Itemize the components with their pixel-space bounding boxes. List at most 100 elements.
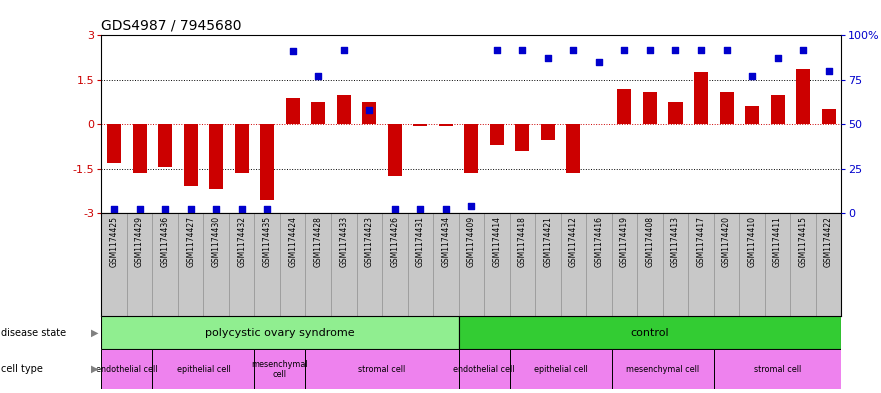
Bar	[101, 316, 459, 349]
Bar	[306, 349, 459, 389]
Text: GSM1174422: GSM1174422	[824, 216, 833, 267]
Point	[158, 206, 172, 213]
Point	[337, 46, 351, 53]
Text: cell type: cell type	[1, 364, 43, 374]
Text: GSM1174410: GSM1174410	[748, 216, 757, 267]
Text: GSM1174415: GSM1174415	[798, 216, 808, 267]
Text: mesenchymal
cell: mesenchymal cell	[252, 360, 308, 379]
Point	[566, 46, 581, 53]
Bar	[669, 102, 683, 124]
Point	[541, 55, 555, 62]
Bar	[720, 92, 734, 124]
Bar	[822, 109, 835, 124]
Point	[643, 46, 657, 53]
Bar	[618, 89, 632, 124]
Text: GSM1174424: GSM1174424	[288, 216, 297, 267]
Bar	[464, 124, 478, 173]
Point	[234, 206, 248, 213]
Text: GSM1174436: GSM1174436	[160, 216, 170, 267]
Text: mesenchymal cell: mesenchymal cell	[626, 365, 700, 374]
Bar	[459, 349, 509, 389]
Bar	[745, 107, 759, 124]
Bar	[255, 349, 306, 389]
Text: GSM1174421: GSM1174421	[544, 216, 552, 267]
Bar	[611, 349, 714, 389]
Bar	[107, 124, 121, 163]
Text: GSM1174409: GSM1174409	[467, 216, 476, 267]
Bar	[388, 124, 402, 176]
Text: GSM1174425: GSM1174425	[109, 216, 119, 267]
Bar	[714, 349, 841, 389]
Bar	[337, 95, 351, 124]
Bar	[260, 124, 274, 200]
Bar	[152, 349, 255, 389]
Text: endothelial cell: endothelial cell	[96, 365, 158, 374]
Point	[362, 107, 376, 113]
Bar	[234, 124, 248, 173]
Point	[796, 46, 811, 53]
Point	[260, 206, 274, 213]
Bar	[439, 124, 453, 126]
Point	[464, 203, 478, 209]
Text: GSM1174416: GSM1174416	[595, 216, 603, 267]
Text: GSM1174426: GSM1174426	[390, 216, 399, 267]
Point	[132, 206, 146, 213]
Text: GSM1174428: GSM1174428	[314, 216, 322, 267]
Text: GSM1174430: GSM1174430	[211, 216, 220, 267]
Text: stromal cell: stromal cell	[359, 365, 405, 374]
Text: GSM1174429: GSM1174429	[135, 216, 144, 267]
Bar	[643, 92, 657, 124]
Text: ▶: ▶	[91, 327, 99, 338]
Bar	[694, 72, 708, 124]
Text: GSM1174418: GSM1174418	[518, 216, 527, 267]
Point	[720, 46, 734, 53]
Point	[183, 206, 197, 213]
Bar	[158, 124, 172, 167]
Text: ▶: ▶	[91, 364, 99, 374]
Text: GSM1174432: GSM1174432	[237, 216, 246, 267]
Bar	[101, 349, 152, 389]
Bar	[541, 124, 555, 140]
Bar	[566, 124, 581, 173]
Bar	[311, 102, 325, 124]
Bar	[490, 124, 504, 145]
Point	[285, 48, 300, 55]
Text: GSM1174431: GSM1174431	[416, 216, 425, 267]
Text: GSM1174408: GSM1174408	[646, 216, 655, 267]
Point	[439, 206, 453, 213]
Bar	[771, 95, 785, 124]
Text: GSM1174413: GSM1174413	[671, 216, 680, 267]
Text: GSM1174420: GSM1174420	[722, 216, 731, 267]
Text: epithelial cell: epithelial cell	[534, 365, 588, 374]
Point	[515, 46, 529, 53]
Bar	[515, 124, 529, 151]
Bar	[132, 124, 146, 173]
Point	[311, 73, 325, 79]
Bar	[413, 124, 427, 126]
Text: GSM1174434: GSM1174434	[441, 216, 450, 267]
Text: GSM1174417: GSM1174417	[697, 216, 706, 267]
Bar	[209, 124, 223, 189]
Text: GSM1174411: GSM1174411	[773, 216, 782, 267]
Text: epithelial cell: epithelial cell	[176, 365, 230, 374]
Point	[618, 46, 632, 53]
Bar	[459, 316, 841, 349]
Text: GSM1174433: GSM1174433	[339, 216, 348, 267]
Bar	[183, 124, 197, 186]
Text: disease state: disease state	[1, 327, 66, 338]
Point	[694, 46, 708, 53]
Text: GSM1174423: GSM1174423	[365, 216, 374, 267]
Point	[592, 59, 606, 65]
Point	[107, 206, 121, 213]
Text: endothelial cell: endothelial cell	[454, 365, 515, 374]
Text: GSM1174412: GSM1174412	[569, 216, 578, 267]
Point	[413, 206, 427, 213]
Point	[209, 206, 223, 213]
Bar	[796, 70, 811, 124]
Text: polycystic ovary syndrome: polycystic ovary syndrome	[205, 327, 355, 338]
Point	[388, 206, 402, 213]
Text: GSM1174419: GSM1174419	[620, 216, 629, 267]
Text: GSM1174414: GSM1174414	[492, 216, 501, 267]
Point	[669, 46, 683, 53]
Text: GDS4987 / 7945680: GDS4987 / 7945680	[101, 19, 241, 33]
